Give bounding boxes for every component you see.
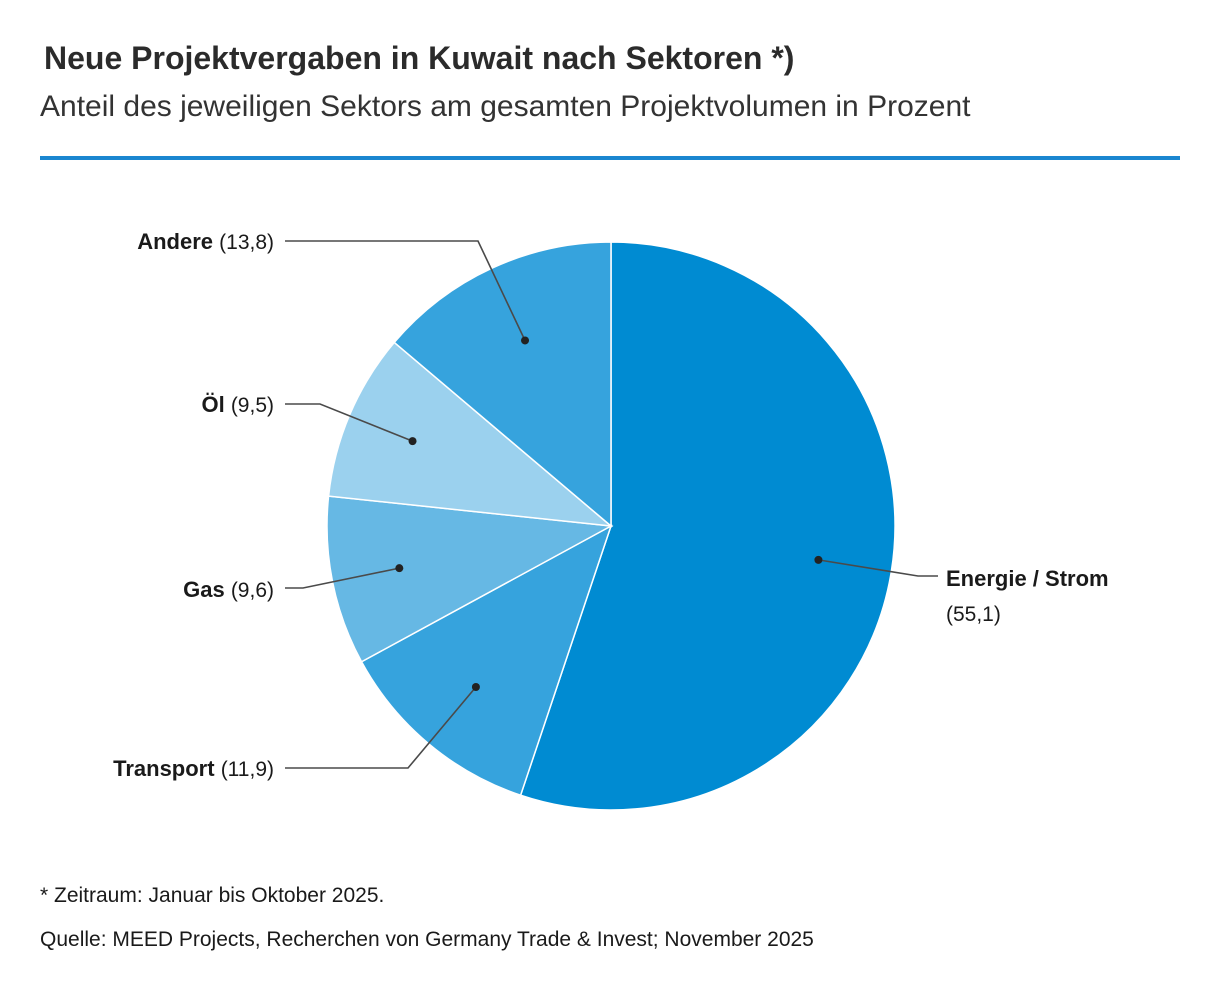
footnote: * Zeitraum: Januar bis Oktober 2025. xyxy=(40,884,385,907)
leader-dot-energie-strom xyxy=(814,555,823,564)
slice-value-gas: (9,6) xyxy=(231,579,274,602)
slice-label-gas: Gas (9,6) xyxy=(183,577,274,602)
leader-dot-transport xyxy=(471,682,480,691)
pie-slices xyxy=(326,241,896,811)
leader-dot-gas xyxy=(395,564,404,573)
slice-name-gas: Gas xyxy=(183,577,231,602)
slice-label-andere: Andere (13,8) xyxy=(137,229,274,254)
slice-name-andere: Andere xyxy=(137,229,219,254)
title-divider xyxy=(40,156,1180,160)
source-note: Quelle: MEED Projects, Recherchen von Ge… xyxy=(40,928,814,951)
leader-line-transport xyxy=(285,686,477,769)
leader-line-andere xyxy=(285,240,526,341)
chart-title: Neue Projektvergaben in Kuwait nach Sekt… xyxy=(44,40,795,76)
leader-line-oel xyxy=(285,403,413,442)
slice-value-andere: (13,8) xyxy=(219,231,274,254)
leader-line-gas xyxy=(285,567,400,589)
chart-subtitle: Anteil des jeweiligen Sektors am gesamte… xyxy=(40,90,971,123)
slice-name-oel: Öl xyxy=(201,392,230,417)
slice-name-transport: Transport xyxy=(113,756,221,781)
slice-value-transport: (11,9) xyxy=(221,758,274,781)
slice-label-transport: Transport (11,9) xyxy=(113,756,274,781)
leader-dot-oel xyxy=(408,437,417,446)
pie-slice-oel xyxy=(327,341,614,528)
leader-line-energie-strom xyxy=(818,559,938,577)
leader-lines xyxy=(285,240,938,769)
slice-labels: Energie / Strom (55,1) Transport (11,9) Gas… xyxy=(113,229,1108,781)
slice-value-energie-strom: (55,1) xyxy=(946,603,1001,626)
leader-dot-andere xyxy=(521,336,530,345)
slice-label-oel: Öl (9,5) xyxy=(201,392,274,417)
slice-label-energie-strom: Energie / Strom xyxy=(946,566,1109,591)
slice-value-oel: (9,5) xyxy=(231,394,274,417)
